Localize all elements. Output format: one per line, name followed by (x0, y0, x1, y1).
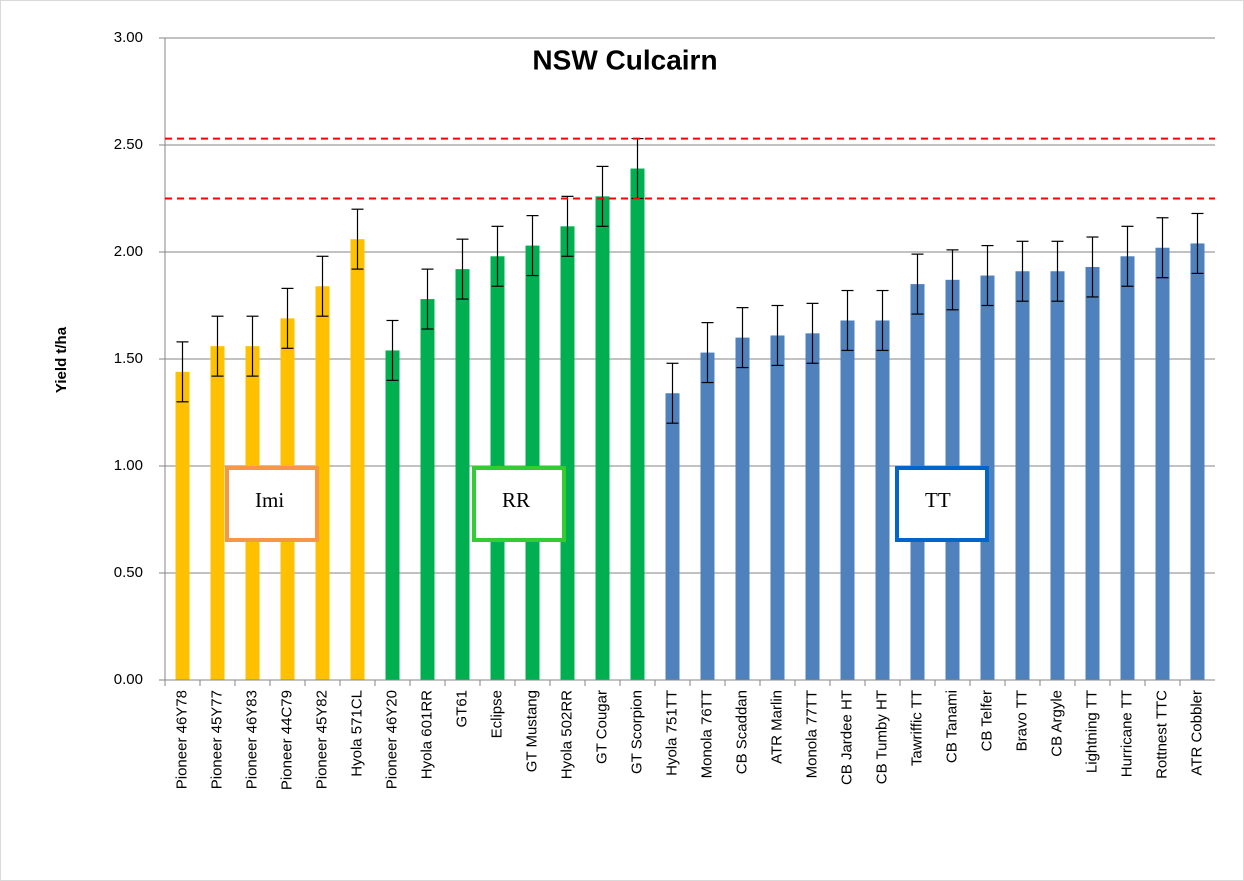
x-tick-label: GT Cougar (593, 690, 610, 764)
x-tick-label: GT Mustang (523, 690, 540, 772)
x-tick-label: Pioneer 46Y83 (243, 690, 260, 789)
x-tick-label: Pioneer 45Y77 (208, 690, 225, 789)
x-tick-label: Hyola 571CL (348, 690, 365, 777)
x-tick-label: CB Scaddan (733, 690, 750, 774)
bar (770, 335, 785, 680)
x-tick-label: GT Scorpion (628, 690, 645, 774)
bar (1015, 271, 1030, 680)
annotation-text: Imi (255, 488, 284, 512)
x-tick-label: Lightning TT (1083, 690, 1100, 773)
x-tick-label: CB Argyle (1048, 690, 1065, 757)
x-tick-label: Monola 76TT (698, 690, 715, 778)
annotation-text: RR (502, 488, 530, 512)
x-tick-label: CB Tumby HT (873, 690, 890, 784)
annotation-box (895, 466, 989, 542)
x-tick-label: CB Telfer (978, 690, 995, 751)
chart-title: NSW Culcairn (532, 44, 717, 75)
y-tick-label: 2.50 (114, 136, 143, 153)
x-tick-label: Hyola 502RR (558, 690, 575, 779)
bar (1155, 247, 1170, 680)
x-tick-label: Rottnest TTC (1153, 690, 1170, 779)
x-tick-label: Pioneer 46Y20 (383, 690, 400, 789)
bar (630, 168, 645, 681)
bar (1120, 256, 1135, 680)
x-tick-label: Hyola 751TT (663, 690, 680, 776)
x-tick-label: Bravo TT (1013, 690, 1030, 751)
x-tick-label: Hyola 601RR (418, 690, 435, 779)
y-tick-label: 0.50 (114, 564, 143, 581)
y-tick-label: 1.00 (114, 457, 143, 474)
bar (595, 196, 610, 681)
bar (1190, 243, 1205, 680)
x-tick-label: Pioneer 44C79 (278, 690, 295, 790)
bar (175, 371, 190, 680)
x-tick-label: Monola 77TT (803, 690, 820, 778)
bar (385, 350, 400, 680)
x-tick-label: ATR Marlin (768, 690, 785, 764)
bar (840, 320, 855, 680)
bar (665, 393, 680, 680)
annotation-box (472, 466, 566, 542)
annotation-box (225, 466, 319, 542)
x-tick-label: Pioneer 45Y82 (313, 690, 330, 789)
bar (1050, 271, 1065, 680)
y-tick-label: 3.00 (114, 29, 143, 46)
x-tick-label: ATR Cobbler (1188, 690, 1205, 776)
bar (455, 269, 470, 680)
x-tick-label: Tawriffic TT (908, 690, 925, 766)
annotation-text: TT (925, 488, 951, 512)
y-tick-label: 2.00 (114, 243, 143, 260)
y-axis-label: Yield t/ha (53, 326, 70, 393)
bar (700, 352, 715, 680)
x-tick-label: Pioneer 46Y78 (173, 690, 190, 789)
bar (560, 226, 575, 680)
x-tick-label: Eclipse (488, 690, 505, 738)
bar (315, 286, 330, 680)
bar (420, 299, 435, 680)
x-tick-label: Hurricane TT (1118, 690, 1135, 777)
bar (525, 245, 540, 680)
x-tick-label: CB Jardee HT (838, 690, 855, 785)
bar (875, 320, 890, 680)
bar (1085, 266, 1100, 680)
y-tick-label: 1.50 (114, 350, 143, 367)
y-tick-label: 0.00 (114, 671, 143, 688)
bar (350, 239, 365, 680)
bar (805, 333, 820, 680)
x-tick-label: CB Tanami (943, 690, 960, 763)
bar (210, 346, 225, 680)
bar (735, 337, 750, 680)
x-tick-label: GT61 (453, 690, 470, 728)
